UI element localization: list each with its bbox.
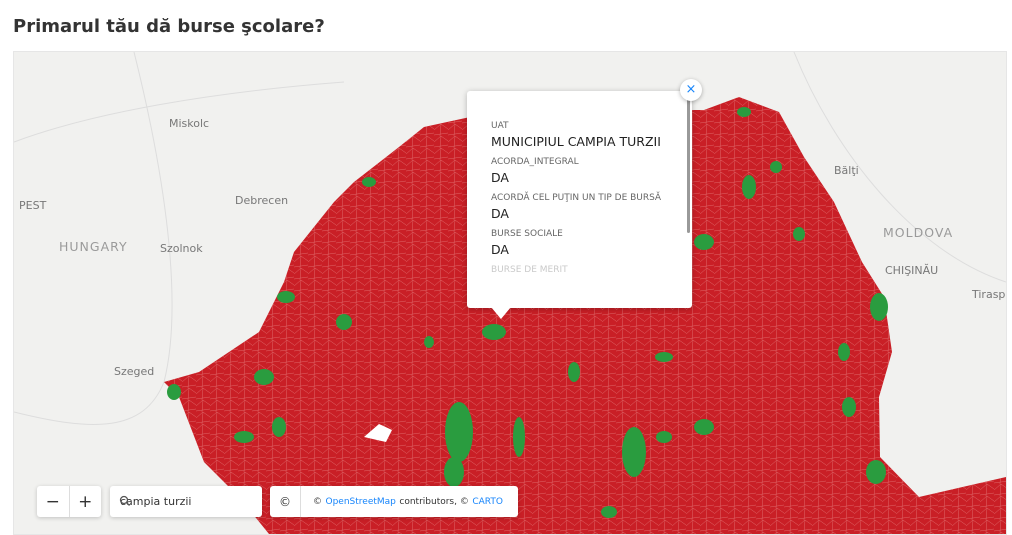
place-label: CHIŞINĂU xyxy=(885,264,938,277)
field-value: MUNICIPIUL CAMPIA TURZII xyxy=(491,134,661,149)
popup-fields: UAT MUNICIPIUL CAMPIA TURZII ACORDA_INTEGR… xyxy=(491,113,681,303)
field-label: ACORDĂ CEL PUŢIN UN TIP DE BURSĂ xyxy=(491,193,661,203)
place-label: Szolnok xyxy=(160,242,203,255)
field-label: UAT xyxy=(491,121,509,131)
green-uats xyxy=(167,107,888,518)
field-label: ACORDA_INTEGRAL xyxy=(491,157,579,167)
field-value: DA xyxy=(491,170,509,185)
uat-borders xyxy=(164,97,1006,534)
borders xyxy=(14,52,1006,425)
scrollbar[interactable] xyxy=(687,99,690,233)
field-label: BURSE SOCIALE xyxy=(491,229,563,239)
popup: UAT MUNICIPIUL CAMPIA TURZII ACORDA_INTEGR… xyxy=(467,91,692,319)
place-label: Bălţi xyxy=(834,164,859,177)
attribution-prefix: © xyxy=(313,496,322,507)
place-label: Miskolc xyxy=(169,117,209,130)
place-label: Debrecen xyxy=(235,194,288,207)
country-label: HUNGARY xyxy=(59,239,128,254)
zoom-control: − + xyxy=(37,486,101,517)
place-label: PEST xyxy=(19,199,47,212)
search-box[interactable]: campia turzii xyxy=(110,486,262,517)
field-label: BURSE DE MERIT xyxy=(491,265,568,275)
search-icon xyxy=(119,495,130,506)
search-input[interactable]: campia turzii xyxy=(120,495,192,508)
page-title: Primarul tău dă burse şcolare? xyxy=(13,16,325,37)
close-button[interactable]: × xyxy=(680,79,702,101)
attribution-text: contributors, © xyxy=(399,496,469,507)
map-canvas: Miskolc Debrecen PEST HUNGARY Szolnok Sz… xyxy=(14,52,1006,534)
info-button[interactable]: © xyxy=(279,494,291,509)
osm-link[interactable]: OpenStreetMap xyxy=(325,496,396,507)
zoom-out[interactable]: − xyxy=(45,491,60,512)
field-value: DA xyxy=(491,242,509,257)
field-value: DA xyxy=(491,206,509,221)
place-labels: Miskolc Debrecen PEST HUNGARY Szolnok Sz… xyxy=(19,117,1006,378)
place-label: Szeged xyxy=(114,365,154,378)
zoom-in[interactable]: + xyxy=(78,491,93,512)
map[interactable]: Miskolc Debrecen PEST HUNGARY Szolnok Sz… xyxy=(13,51,1007,535)
attribution: © © OpenStreetMap contributors, © CARTO xyxy=(270,486,518,517)
place-label: Tiraspo xyxy=(971,288,1006,301)
popup-tail xyxy=(491,307,511,319)
carto-link[interactable]: CARTO xyxy=(472,496,503,507)
country-label: MOLDOVA xyxy=(883,225,953,240)
no-data-area xyxy=(364,424,392,442)
